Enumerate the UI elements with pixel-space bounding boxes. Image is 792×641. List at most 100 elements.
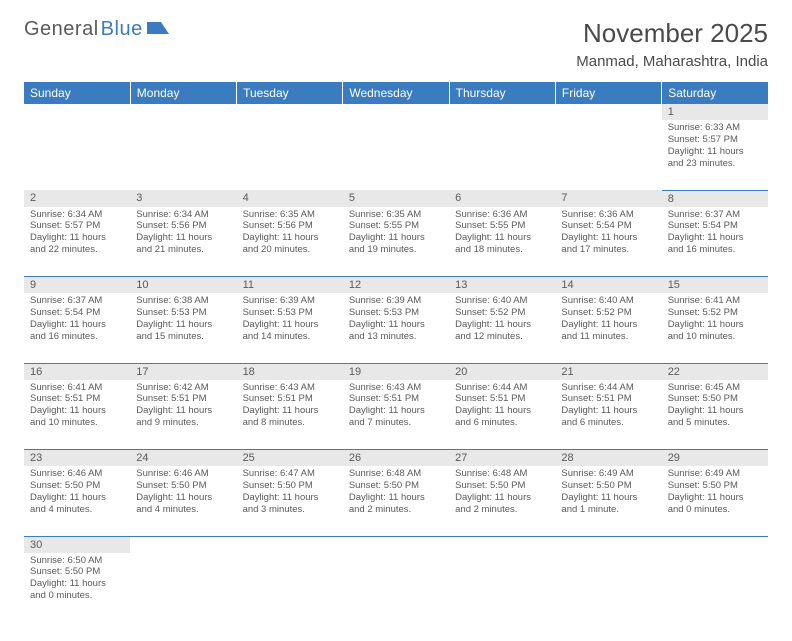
- day-body-cell: [662, 553, 768, 623]
- day-body-cell: Sunrise: 6:34 AMSunset: 5:56 PMDaylight:…: [130, 207, 236, 277]
- day-number-cell: [555, 536, 661, 553]
- day-details: Sunrise: 6:46 AMSunset: 5:50 PMDaylight:…: [24, 466, 130, 520]
- day-body-cell: Sunrise: 6:40 AMSunset: 5:52 PMDaylight:…: [449, 293, 555, 363]
- day-body-cell: Sunrise: 6:42 AMSunset: 5:51 PMDaylight:…: [130, 380, 236, 450]
- day-number-cell: 16: [24, 363, 130, 380]
- day-number-cell: 23: [24, 450, 130, 467]
- day-body-cell: Sunrise: 6:43 AMSunset: 5:51 PMDaylight:…: [343, 380, 449, 450]
- day-details: Sunrise: 6:40 AMSunset: 5:52 PMDaylight:…: [449, 293, 555, 347]
- day-body-cell: Sunrise: 6:37 AMSunset: 5:54 PMDaylight:…: [662, 207, 768, 277]
- day-body-cell: Sunrise: 6:33 AMSunset: 5:57 PMDaylight:…: [662, 120, 768, 190]
- day-body-cell: Sunrise: 6:47 AMSunset: 5:50 PMDaylight:…: [237, 466, 343, 536]
- day-details: Sunrise: 6:41 AMSunset: 5:51 PMDaylight:…: [24, 380, 130, 434]
- weekday-header: Tuesday: [237, 82, 343, 104]
- day-details: Sunrise: 6:50 AMSunset: 5:50 PMDaylight:…: [24, 553, 130, 607]
- day-body-cell: Sunrise: 6:36 AMSunset: 5:54 PMDaylight:…: [555, 207, 661, 277]
- day-details: Sunrise: 6:47 AMSunset: 5:50 PMDaylight:…: [237, 466, 343, 520]
- day-details: Sunrise: 6:34 AMSunset: 5:56 PMDaylight:…: [130, 207, 236, 261]
- day-number-cell: 15: [662, 277, 768, 294]
- day-body-cell: Sunrise: 6:48 AMSunset: 5:50 PMDaylight:…: [343, 466, 449, 536]
- day-details: Sunrise: 6:43 AMSunset: 5:51 PMDaylight:…: [237, 380, 343, 434]
- day-body-cell: [24, 120, 130, 190]
- day-details: Sunrise: 6:40 AMSunset: 5:52 PMDaylight:…: [555, 293, 661, 347]
- day-body-cell: Sunrise: 6:35 AMSunset: 5:56 PMDaylight:…: [237, 207, 343, 277]
- day-number-cell: 11: [237, 277, 343, 294]
- day-body-cell: Sunrise: 6:49 AMSunset: 5:50 PMDaylight:…: [555, 466, 661, 536]
- day-body-cell: Sunrise: 6:36 AMSunset: 5:55 PMDaylight:…: [449, 207, 555, 277]
- location-label: Manmad, Maharashtra, India: [576, 53, 768, 70]
- day-number-cell: 21: [555, 363, 661, 380]
- day-details: Sunrise: 6:34 AMSunset: 5:57 PMDaylight:…: [24, 207, 130, 261]
- day-body-cell: Sunrise: 6:41 AMSunset: 5:52 PMDaylight:…: [662, 293, 768, 363]
- day-body-cell: Sunrise: 6:38 AMSunset: 5:53 PMDaylight:…: [130, 293, 236, 363]
- day-body-cell: Sunrise: 6:43 AMSunset: 5:51 PMDaylight:…: [237, 380, 343, 450]
- day-number-cell: 28: [555, 450, 661, 467]
- day-details: Sunrise: 6:38 AMSunset: 5:53 PMDaylight:…: [130, 293, 236, 347]
- day-number-cell: 25: [237, 450, 343, 467]
- day-details: Sunrise: 6:39 AMSunset: 5:53 PMDaylight:…: [343, 293, 449, 347]
- day-number-cell: 17: [130, 363, 236, 380]
- day-number-cell: [343, 536, 449, 553]
- day-number-cell: 9: [24, 277, 130, 294]
- day-body-cell: [555, 120, 661, 190]
- calendar-page: GeneralBlue November 2025 Manmad, Mahara…: [0, 0, 792, 641]
- day-number-cell: 2: [24, 190, 130, 207]
- day-details: Sunrise: 6:35 AMSunset: 5:55 PMDaylight:…: [343, 207, 449, 261]
- month-title: November 2025: [576, 18, 768, 49]
- day-details: Sunrise: 6:37 AMSunset: 5:54 PMDaylight:…: [662, 207, 768, 261]
- day-number-cell: 1: [662, 104, 768, 120]
- day-number-cell: 3: [130, 190, 236, 207]
- day-body-cell: Sunrise: 6:34 AMSunset: 5:57 PMDaylight:…: [24, 207, 130, 277]
- day-number-cell: [449, 536, 555, 553]
- day-body-cell: [237, 120, 343, 190]
- day-details: Sunrise: 6:46 AMSunset: 5:50 PMDaylight:…: [130, 466, 236, 520]
- day-number-cell: 6: [449, 190, 555, 207]
- day-details: Sunrise: 6:48 AMSunset: 5:50 PMDaylight:…: [343, 466, 449, 520]
- day-number-cell: [24, 104, 130, 120]
- day-body-cell: [343, 553, 449, 623]
- day-body-cell: Sunrise: 6:37 AMSunset: 5:54 PMDaylight:…: [24, 293, 130, 363]
- day-number-cell: [237, 104, 343, 120]
- day-details: Sunrise: 6:49 AMSunset: 5:50 PMDaylight:…: [662, 466, 768, 520]
- day-number-cell: 29: [662, 450, 768, 467]
- day-body-cell: Sunrise: 6:45 AMSunset: 5:50 PMDaylight:…: [662, 380, 768, 450]
- weekday-header: Thursday: [449, 82, 555, 104]
- day-number-cell: 12: [343, 277, 449, 294]
- day-number-cell: 14: [555, 277, 661, 294]
- day-number-cell: [662, 536, 768, 553]
- day-number-cell: [555, 104, 661, 120]
- day-body-cell: [130, 120, 236, 190]
- day-details: Sunrise: 6:37 AMSunset: 5:54 PMDaylight:…: [24, 293, 130, 347]
- brand-logo: GeneralBlue: [24, 18, 169, 41]
- calendar-table: SundayMondayTuesdayWednesdayThursdayFrid…: [24, 82, 768, 623]
- flag-icon: [147, 20, 169, 36]
- day-details: Sunrise: 6:39 AMSunset: 5:53 PMDaylight:…: [237, 293, 343, 347]
- day-body-cell: [237, 553, 343, 623]
- day-body-cell: Sunrise: 6:48 AMSunset: 5:50 PMDaylight:…: [449, 466, 555, 536]
- day-body-cell: [555, 553, 661, 623]
- weekday-header: Sunday: [24, 82, 130, 104]
- day-number-cell: 7: [555, 190, 661, 207]
- day-number-cell: 5: [343, 190, 449, 207]
- day-body-cell: Sunrise: 6:50 AMSunset: 5:50 PMDaylight:…: [24, 553, 130, 623]
- day-number-cell: 18: [237, 363, 343, 380]
- day-body-cell: Sunrise: 6:35 AMSunset: 5:55 PMDaylight:…: [343, 207, 449, 277]
- day-number-cell: 22: [662, 363, 768, 380]
- brand-part1: General: [24, 18, 99, 41]
- day-number-cell: 13: [449, 277, 555, 294]
- day-body-cell: Sunrise: 6:44 AMSunset: 5:51 PMDaylight:…: [555, 380, 661, 450]
- day-body-cell: Sunrise: 6:46 AMSunset: 5:50 PMDaylight:…: [24, 466, 130, 536]
- day-number-cell: 30: [24, 536, 130, 553]
- day-body-cell: Sunrise: 6:46 AMSunset: 5:50 PMDaylight:…: [130, 466, 236, 536]
- day-number-cell: 27: [449, 450, 555, 467]
- weekday-header: Monday: [130, 82, 236, 104]
- day-details: Sunrise: 6:42 AMSunset: 5:51 PMDaylight:…: [130, 380, 236, 434]
- day-body-cell: Sunrise: 6:49 AMSunset: 5:50 PMDaylight:…: [662, 466, 768, 536]
- day-details: Sunrise: 6:41 AMSunset: 5:52 PMDaylight:…: [662, 293, 768, 347]
- brand-part2: Blue: [101, 18, 143, 41]
- day-body-cell: Sunrise: 6:44 AMSunset: 5:51 PMDaylight:…: [449, 380, 555, 450]
- day-details: Sunrise: 6:36 AMSunset: 5:55 PMDaylight:…: [449, 207, 555, 261]
- day-body-cell: Sunrise: 6:40 AMSunset: 5:52 PMDaylight:…: [555, 293, 661, 363]
- day-body-cell: Sunrise: 6:41 AMSunset: 5:51 PMDaylight:…: [24, 380, 130, 450]
- day-details: Sunrise: 6:33 AMSunset: 5:57 PMDaylight:…: [662, 120, 768, 174]
